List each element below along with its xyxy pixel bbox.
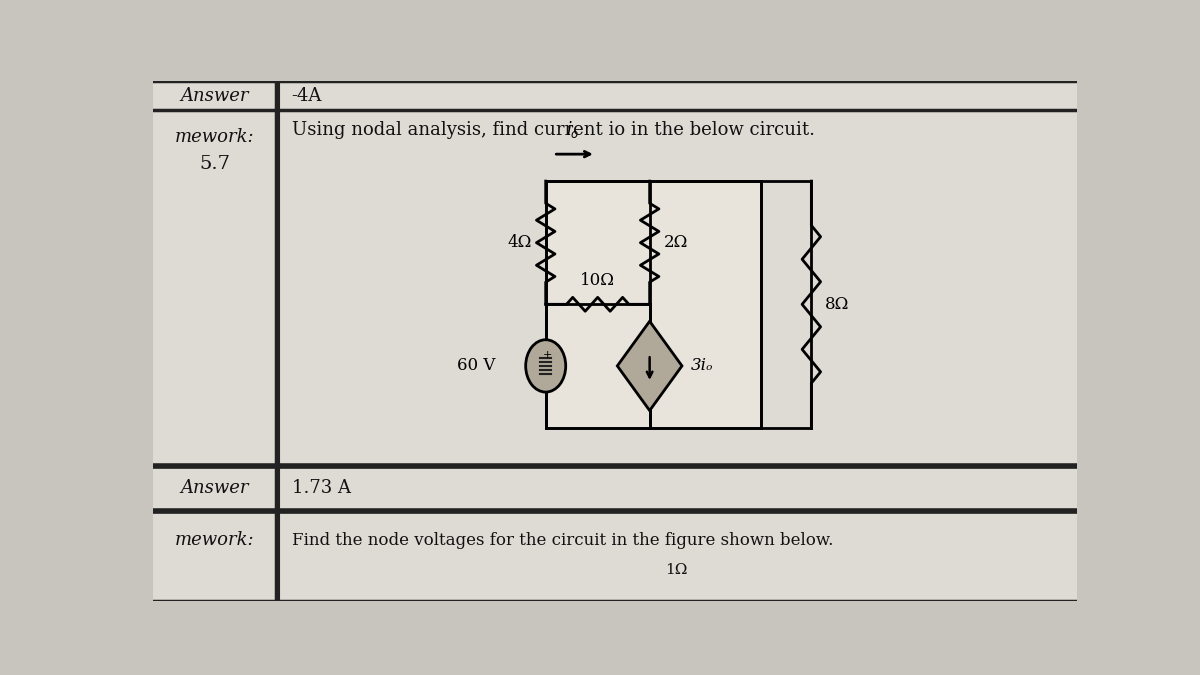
Text: Find the node voltages for the circuit in the figure shown below.: Find the node voltages for the circuit i… [292, 532, 833, 549]
Text: -4A: -4A [292, 86, 322, 105]
Text: 4Ω: 4Ω [508, 234, 532, 251]
Text: 60 V: 60 V [457, 357, 496, 375]
Text: 5.7: 5.7 [199, 155, 230, 173]
Bar [546, 181, 761, 427]
Text: 2Ω: 2Ω [664, 234, 688, 251]
Ellipse shape [526, 340, 565, 392]
Text: $i_o$: $i_o$ [566, 119, 580, 140]
Polygon shape [617, 321, 682, 410]
Text: mework:: mework: [175, 128, 254, 146]
Text: 1Ω: 1Ω [665, 562, 688, 576]
Text: 8Ω: 8Ω [826, 296, 850, 313]
Text: 3iₒ: 3iₒ [691, 357, 714, 375]
Text: Using nodal analysis, find current io in the below circuit.: Using nodal analysis, find current io in… [292, 121, 815, 138]
Text: 1.73 A: 1.73 A [292, 479, 350, 497]
Text: mework:: mework: [175, 531, 254, 549]
Text: Answer: Answer [180, 86, 248, 105]
Text: 10Ω: 10Ω [580, 272, 616, 289]
Text: Answer: Answer [180, 479, 248, 497]
Text: +: + [542, 350, 552, 360]
